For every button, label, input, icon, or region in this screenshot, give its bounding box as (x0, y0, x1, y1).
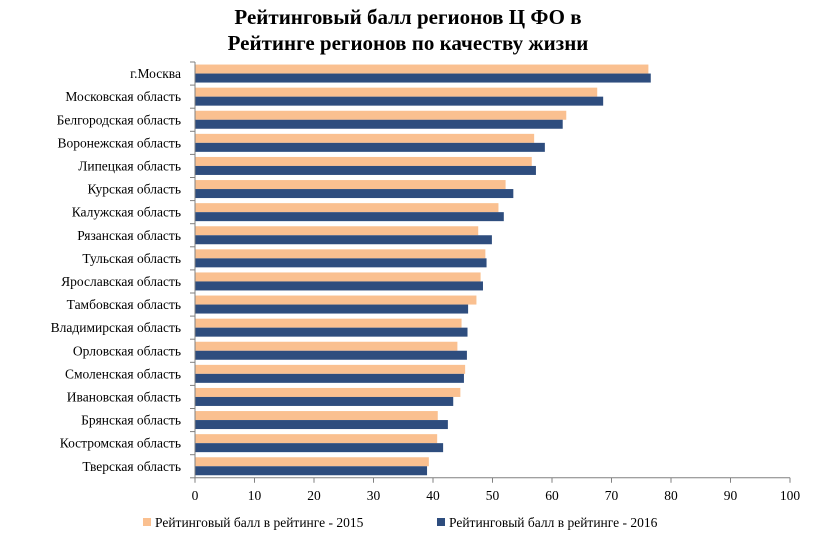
legend-swatch (437, 518, 445, 526)
bar-2016 (195, 96, 604, 106)
bar-2016 (195, 396, 454, 406)
category-label: Тверская область (82, 459, 181, 474)
bar-2016 (195, 373, 464, 383)
chart-title-line-1: Рейтинговый балл регионов Ц ФО в (234, 5, 581, 29)
category-label: Орловская область (73, 343, 181, 358)
bar-2015 (195, 318, 462, 328)
bar-2016 (195, 420, 448, 430)
bar-2016 (195, 443, 444, 453)
category-label: Тульская область (82, 251, 181, 266)
x-tick-label: 90 (724, 488, 738, 503)
category-label: Владимирская область (51, 320, 181, 335)
bar-2015 (195, 226, 479, 236)
bar-2015 (195, 434, 438, 444)
bar-2016 (195, 258, 487, 268)
category-label: Костромская область (60, 436, 181, 451)
x-tick-label: 100 (780, 488, 801, 503)
bar-2015 (195, 180, 506, 190)
x-tick-label: 10 (248, 488, 262, 503)
bar-2015 (195, 133, 535, 143)
category-label: Рязанская область (77, 228, 181, 243)
legend: Рейтинговый балл в рейтинге - 2015 Рейтин… (143, 515, 658, 530)
category-label: Ивановская область (67, 389, 181, 404)
legend-item-2016: Рейтинговый балл в рейтинге - 2016 (437, 515, 658, 530)
x-tick-label: 50 (486, 488, 500, 503)
bar-2015 (195, 272, 481, 282)
category-label: Калужская область (72, 205, 181, 220)
x-tick-label: 30 (367, 488, 381, 503)
bar-2016 (195, 212, 504, 222)
bar-2015 (195, 364, 466, 374)
bar-2015 (195, 457, 429, 467)
x-tick-label: 0 (192, 488, 199, 503)
legend-swatch (143, 518, 151, 526)
category-label: г.Москва (130, 66, 181, 81)
bar-2015 (195, 387, 461, 397)
x-tick-label: 60 (545, 488, 559, 503)
category-label: Липецкая область (78, 158, 181, 173)
x-tick-label: 80 (664, 488, 678, 503)
bar-2016 (195, 304, 469, 314)
bar-2015 (195, 64, 649, 74)
bar-2016 (195, 73, 651, 83)
bar-2015 (195, 203, 499, 213)
chart-title-line-2: Рейтинге регионов по качеству жизни (228, 31, 589, 55)
x-tick-label: 40 (426, 488, 440, 503)
x-tick-label: 20 (307, 488, 321, 503)
bar-2016 (195, 235, 492, 245)
bars (195, 64, 651, 476)
bar-2015 (195, 110, 567, 120)
bar-2015 (195, 295, 477, 305)
legend-item-2015: Рейтинговый балл в рейтинге - 2015 (143, 515, 364, 530)
bar-2015 (195, 249, 486, 259)
bar-2016 (195, 281, 483, 291)
bar-2015 (195, 87, 598, 97)
legend-label: Рейтинговый балл в рейтинге - 2016 (449, 515, 658, 530)
bar-2015 (195, 341, 458, 351)
category-label: Воронежская область (57, 135, 181, 150)
category-label: Курская область (88, 182, 181, 197)
category-label: Смоленская область (65, 366, 181, 381)
category-label: Ярославская область (61, 274, 181, 289)
x-axis: 0 10 20 30 40 50 60 70 80 90 100 (190, 61, 801, 503)
bar-2016 (195, 350, 467, 360)
bar-2016 (195, 189, 514, 199)
bar-2016 (195, 142, 545, 152)
category-label: Московская область (65, 89, 181, 104)
category-labels: г.Москва Московская область Белгородская о… (51, 66, 181, 474)
bar-2016 (195, 165, 536, 175)
bar-2015 (195, 411, 438, 421)
bar-2016 (195, 327, 468, 337)
bar-2016 (195, 119, 563, 129)
category-label: Тамбовская область (67, 297, 181, 312)
bar-2016 (195, 466, 428, 476)
legend-label: Рейтинговый балл в рейтинге - 2015 (155, 515, 364, 530)
category-label: Белгородская область (57, 112, 181, 127)
category-label: Брянская область (81, 413, 181, 428)
x-tick-label: 70 (605, 488, 619, 503)
bar-2015 (195, 156, 532, 166)
